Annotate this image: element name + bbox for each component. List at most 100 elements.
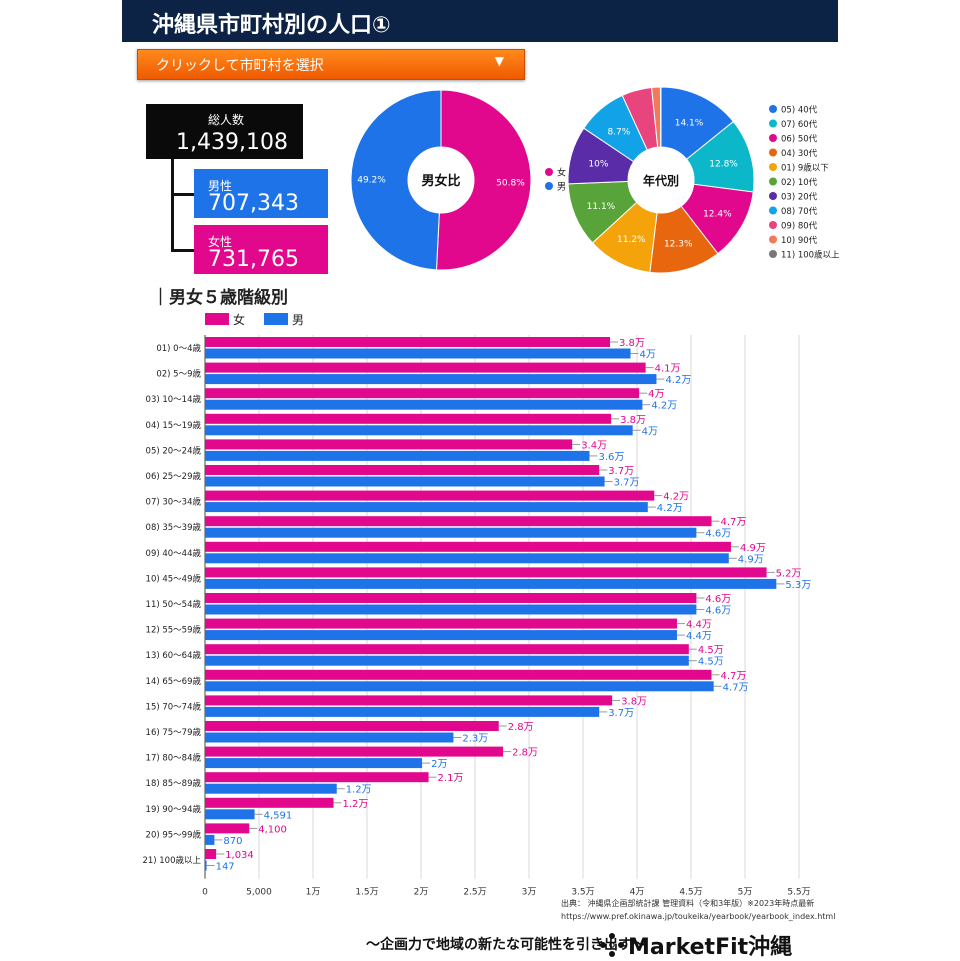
- data-label: 4.5万: [698, 645, 724, 656]
- legend-label-0: 女: [557, 167, 566, 179]
- pie-center-label: 年代別: [643, 173, 679, 188]
- bar-male: [205, 374, 657, 385]
- category-label: 11) 50～54歳: [146, 599, 202, 610]
- pie-charts: 50.8% 49.2% 男女比 女男 14.1% 12.8% 12.4% 12.3% 11.2%…: [350, 86, 840, 274]
- legend-label-6: 03) 20代: [781, 192, 818, 203]
- section-title: ｜男女５歳階級別: [152, 288, 288, 308]
- pie-slice-label-6: 10%: [588, 159, 608, 169]
- category-label: 06) 25～29歳: [146, 471, 202, 482]
- chevron-down-icon: ▼: [494, 54, 504, 68]
- data-label: 4万: [642, 426, 658, 437]
- title-bar: 沖縄県市町村別の人口①: [122, 0, 838, 42]
- bar-female: [205, 593, 697, 603]
- pie-slice-label-0: 50.8%: [496, 179, 525, 189]
- bar-female: [205, 388, 640, 399]
- bar-male: [205, 681, 714, 692]
- bar-male: [205, 527, 697, 538]
- bar-male: [205, 758, 423, 769]
- bar-male: [205, 502, 648, 513]
- legend-swatch-0: [769, 105, 777, 113]
- bar-male: [205, 399, 643, 410]
- legend-swatch-male: [264, 313, 288, 325]
- bar-female: [205, 695, 613, 706]
- total-label: 総人数: [208, 113, 245, 127]
- category-label: 18) 85～89歳: [146, 778, 202, 789]
- source-url[interactable]: https://www.pref.okinawa.jp/toukeika/yea…: [561, 912, 836, 921]
- bar-male: [205, 630, 677, 641]
- bar-female: [205, 362, 646, 373]
- data-label: 4.6万: [705, 529, 731, 540]
- data-label: 4.2万: [663, 492, 689, 503]
- data-label: 4.6万: [705, 594, 731, 605]
- pie-slice-label-5: 11.1%: [587, 202, 616, 212]
- pie-center-label: 男女比: [421, 173, 460, 189]
- category-label: 13) 60～64歳: [146, 650, 202, 661]
- data-label: 4.7万: [721, 671, 747, 682]
- legend-label-8: 09) 80代: [781, 221, 818, 232]
- legend-swatch-5: [769, 177, 777, 186]
- pie-slice-label-4: 11.2%: [617, 235, 646, 245]
- legend-label-2: 06) 50代: [781, 134, 818, 145]
- x-tick-label: 2.5万: [463, 888, 486, 898]
- data-label: 4.6万: [705, 606, 731, 617]
- bar-male: [205, 578, 777, 589]
- legend-label-5: 02) 10代: [781, 177, 818, 188]
- data-label: 4.5万: [698, 657, 724, 668]
- data-label: 4万: [648, 389, 664, 400]
- legend-label-female: 女: [233, 312, 245, 327]
- data-label: 4,591: [264, 810, 293, 821]
- data-label: 4.9万: [738, 554, 764, 565]
- bar-male: [205, 476, 605, 487]
- pie-slice-label-7: 8.7%: [607, 127, 630, 137]
- data-label: 4.7万: [723, 682, 749, 693]
- bar-female: [205, 669, 712, 680]
- pie-slice-label-3: 12.3%: [664, 240, 693, 250]
- pie-slice-label-2: 12.4%: [703, 209, 732, 219]
- bar-female: [205, 849, 217, 859]
- pie-slice-label-1: 12.8%: [709, 159, 738, 169]
- legend-swatch-0: [545, 168, 553, 176]
- municipality-select[interactable]: クリックして市町村を選択 ▼: [137, 49, 525, 80]
- bar-male: [205, 732, 454, 743]
- tagline: ～企画力で地域の新たな可能性を引き出す～: [366, 937, 646, 953]
- x-tick-label: 4万: [630, 888, 645, 898]
- brand-logo: MarketFit沖縄: [628, 935, 793, 960]
- bar-male: [205, 604, 697, 615]
- data-label: 4.9万: [740, 543, 766, 554]
- legend-swatch-1: [769, 119, 777, 128]
- data-label: 1.2万: [346, 785, 372, 796]
- legend-label-10: 11) 100歳以上: [781, 250, 840, 261]
- x-tick-label: 3万: [522, 888, 537, 898]
- legend-label-male: 男: [292, 313, 304, 327]
- bar-female: [205, 644, 689, 655]
- connector-line: [171, 249, 194, 252]
- category-label: 15) 70～74歳: [146, 701, 202, 712]
- data-label: 4.2万: [665, 375, 691, 386]
- legend-label-9: 10) 90代: [781, 235, 818, 246]
- data-label: 4.2万: [657, 503, 683, 514]
- bar-female: [205, 772, 429, 783]
- bar-female: [205, 567, 767, 578]
- bar-female: [205, 439, 573, 450]
- bar-female: [205, 413, 612, 424]
- category-label: 10) 45～49歳: [146, 573, 202, 584]
- data-label: 3.6万: [598, 452, 624, 463]
- data-label: 1.2万: [343, 799, 369, 810]
- legend-swatch-10: [769, 250, 777, 258]
- legend-label-0: 05) 40代: [781, 105, 818, 116]
- female-population-card: 女性 731,765: [194, 225, 328, 274]
- connector-line: [171, 159, 174, 251]
- category-label: 04) 15～19歳: [146, 420, 202, 431]
- legend-swatch-2: [769, 134, 777, 142]
- municipality-select-label: クリックして市町村を選択: [156, 58, 324, 74]
- data-label: 2.8万: [512, 748, 538, 759]
- data-label: 3.7万: [608, 466, 634, 477]
- category-label: 02) 5～9歳: [156, 369, 201, 380]
- logo-icon: [600, 933, 624, 957]
- legend-label-3: 04) 30代: [781, 148, 818, 159]
- x-tick-label: 1万: [306, 888, 321, 898]
- data-label: 4.4万: [686, 631, 712, 642]
- source-note: 出典： 沖縄県企画部統計課 管理資料（令和3年版）※2023年時点最新: [561, 899, 815, 908]
- data-label: 3.8万: [619, 338, 645, 349]
- bar-female: [205, 516, 712, 527]
